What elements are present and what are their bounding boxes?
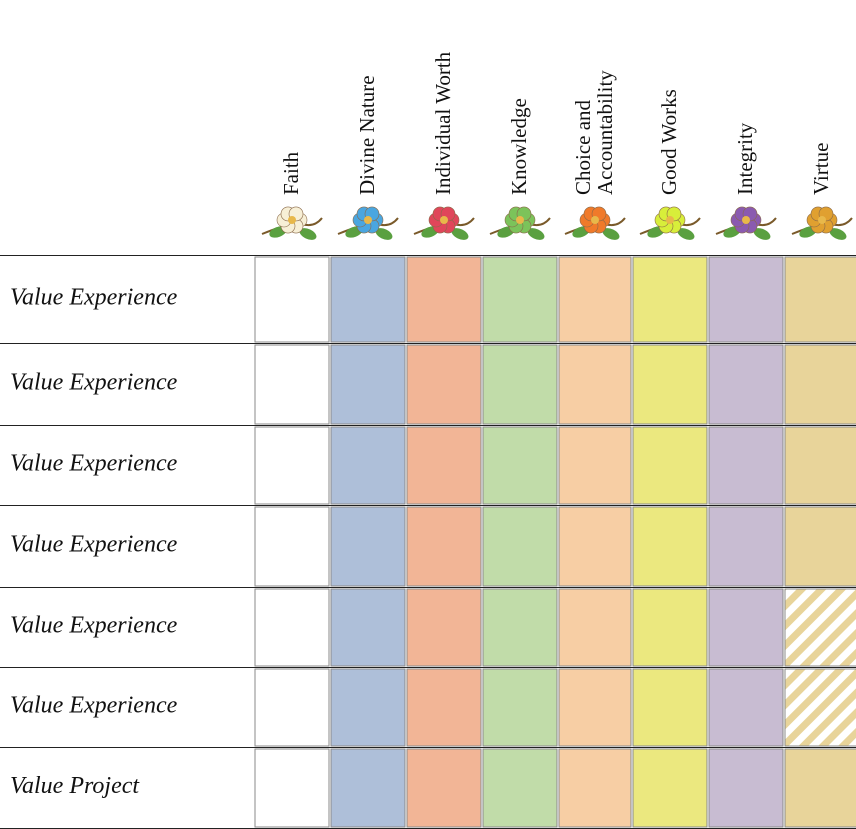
flower-center <box>516 216 524 224</box>
column-header: Virtue <box>809 143 833 195</box>
cell <box>708 344 784 425</box>
flower-icon <box>261 206 323 240</box>
column-header: Good Works <box>657 89 681 195</box>
cell <box>254 668 330 747</box>
cell <box>784 426 856 505</box>
cell <box>632 256 708 343</box>
flower-center <box>288 216 296 224</box>
leaf <box>375 228 393 240</box>
leaf <box>299 228 317 240</box>
cell <box>632 748 708 828</box>
cell <box>482 256 558 343</box>
flower-icon <box>564 206 626 240</box>
cell <box>254 344 330 425</box>
cell <box>330 344 406 425</box>
cell <box>784 256 856 343</box>
cell <box>330 668 406 747</box>
flower-icon <box>639 206 701 240</box>
cell <box>558 668 632 747</box>
cell <box>254 256 330 343</box>
cell <box>708 256 784 343</box>
flower-center <box>818 216 826 224</box>
cell <box>784 748 856 828</box>
cell <box>406 344 482 425</box>
column-header: Integrity <box>733 122 757 195</box>
cell <box>632 506 708 587</box>
cell <box>708 748 784 828</box>
cell <box>482 344 558 425</box>
cell <box>632 668 708 747</box>
flower-icon <box>791 206 853 240</box>
leaf <box>677 228 695 240</box>
cell <box>784 588 856 667</box>
row-label: Value Project <box>10 773 140 799</box>
flower-icon <box>413 206 475 240</box>
leaf <box>829 228 847 240</box>
cell <box>254 506 330 587</box>
cell <box>482 748 558 828</box>
cell <box>330 256 406 343</box>
column-header: Individual Worth <box>431 51 455 195</box>
cell <box>406 588 482 667</box>
column-header: Faith <box>279 151 303 195</box>
flower-center <box>742 216 750 224</box>
row-label: Value Experience <box>10 613 178 639</box>
row-label: Value Experience <box>10 532 178 558</box>
cell <box>482 668 558 747</box>
flower-icon <box>715 206 777 240</box>
leaf <box>527 228 545 240</box>
cell <box>254 426 330 505</box>
cell <box>254 748 330 828</box>
flower-center <box>440 216 448 224</box>
cell <box>558 256 632 343</box>
cell <box>406 426 482 505</box>
cell <box>482 506 558 587</box>
cell <box>784 668 856 747</box>
cell <box>708 668 784 747</box>
cell <box>406 506 482 587</box>
cell <box>330 426 406 505</box>
column-header: Choice and <box>571 99 595 195</box>
cell <box>406 748 482 828</box>
cell <box>330 748 406 828</box>
cell <box>558 748 632 828</box>
cell <box>784 506 856 587</box>
flower-center <box>364 216 372 224</box>
cell <box>632 426 708 505</box>
row-label: Value Experience <box>10 370 178 396</box>
cell <box>558 588 632 667</box>
cell <box>330 588 406 667</box>
cell <box>330 506 406 587</box>
cell <box>482 588 558 667</box>
cell <box>632 344 708 425</box>
column-header: Knowledge <box>507 98 531 195</box>
cell <box>558 344 632 425</box>
flower-center <box>666 216 674 224</box>
cell <box>558 426 632 505</box>
row-label: Value Experience <box>10 285 178 311</box>
row-label: Value Experience <box>10 693 178 719</box>
leaf <box>451 228 469 240</box>
flower-icon <box>337 206 399 240</box>
cell <box>708 588 784 667</box>
cell <box>632 588 708 667</box>
cell <box>406 668 482 747</box>
flower-center <box>591 216 599 224</box>
column-header: Divine Nature <box>355 75 379 195</box>
cell <box>708 426 784 505</box>
cell <box>482 426 558 505</box>
cell <box>254 588 330 667</box>
row-label: Value Experience <box>10 451 178 477</box>
cell <box>708 506 784 587</box>
cell <box>558 506 632 587</box>
cell <box>406 256 482 343</box>
flower-icon <box>489 206 551 240</box>
leaf <box>753 228 771 240</box>
cell <box>784 344 856 425</box>
column-header: Accountability <box>593 70 617 195</box>
leaf <box>602 228 620 240</box>
